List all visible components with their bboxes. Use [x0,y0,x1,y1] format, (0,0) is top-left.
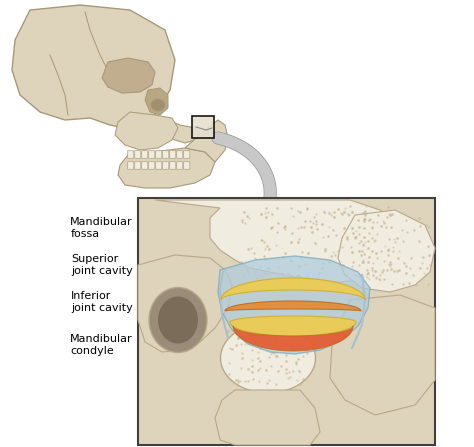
FancyBboxPatch shape [142,162,148,169]
FancyBboxPatch shape [170,162,176,169]
Text: Articular
capsule: Articular capsule [368,299,428,321]
Polygon shape [115,112,178,150]
FancyBboxPatch shape [128,151,134,158]
Polygon shape [118,148,215,188]
Polygon shape [185,120,228,162]
Text: Superior
joint cavity: Superior joint cavity [71,254,225,291]
Polygon shape [12,5,175,128]
Text: Inferior
joint cavity: Inferior joint cavity [71,291,229,321]
FancyBboxPatch shape [149,162,155,169]
Bar [138,198,435,445]
FancyBboxPatch shape [135,162,141,169]
FancyBboxPatch shape [155,162,162,169]
Polygon shape [218,256,370,354]
Polygon shape [230,316,356,336]
Bar [192,116,214,138]
FancyBboxPatch shape [184,151,190,158]
Polygon shape [252,203,272,220]
Ellipse shape [220,323,316,393]
FancyBboxPatch shape [170,151,176,158]
Polygon shape [338,210,435,292]
FancyBboxPatch shape [163,151,169,158]
FancyBboxPatch shape [135,151,141,158]
Polygon shape [155,200,410,282]
Ellipse shape [149,287,207,353]
FancyBboxPatch shape [128,162,134,169]
FancyBboxPatch shape [155,151,162,158]
Text: Ramus of
mandible: Ramus of mandible [328,374,432,407]
Polygon shape [138,255,232,352]
FancyBboxPatch shape [177,162,183,169]
Text: Articular
tubercle: Articular tubercle [371,237,428,264]
Polygon shape [215,390,320,445]
Polygon shape [225,301,361,311]
Polygon shape [102,58,155,93]
Ellipse shape [151,99,165,111]
FancyBboxPatch shape [142,151,148,158]
Text: Mandibular
fossa: Mandibular fossa [70,217,215,248]
Ellipse shape [158,296,198,343]
Polygon shape [221,278,365,300]
Polygon shape [233,326,353,351]
FancyBboxPatch shape [177,151,183,158]
FancyBboxPatch shape [184,162,190,169]
Polygon shape [330,295,435,415]
Text: Articular disc: Articular disc [248,210,322,257]
Text: Mandibular
condyle: Mandibular condyle [70,334,237,362]
Polygon shape [145,88,168,115]
Polygon shape [153,118,200,143]
FancyBboxPatch shape [163,162,169,169]
FancyBboxPatch shape [149,151,155,158]
